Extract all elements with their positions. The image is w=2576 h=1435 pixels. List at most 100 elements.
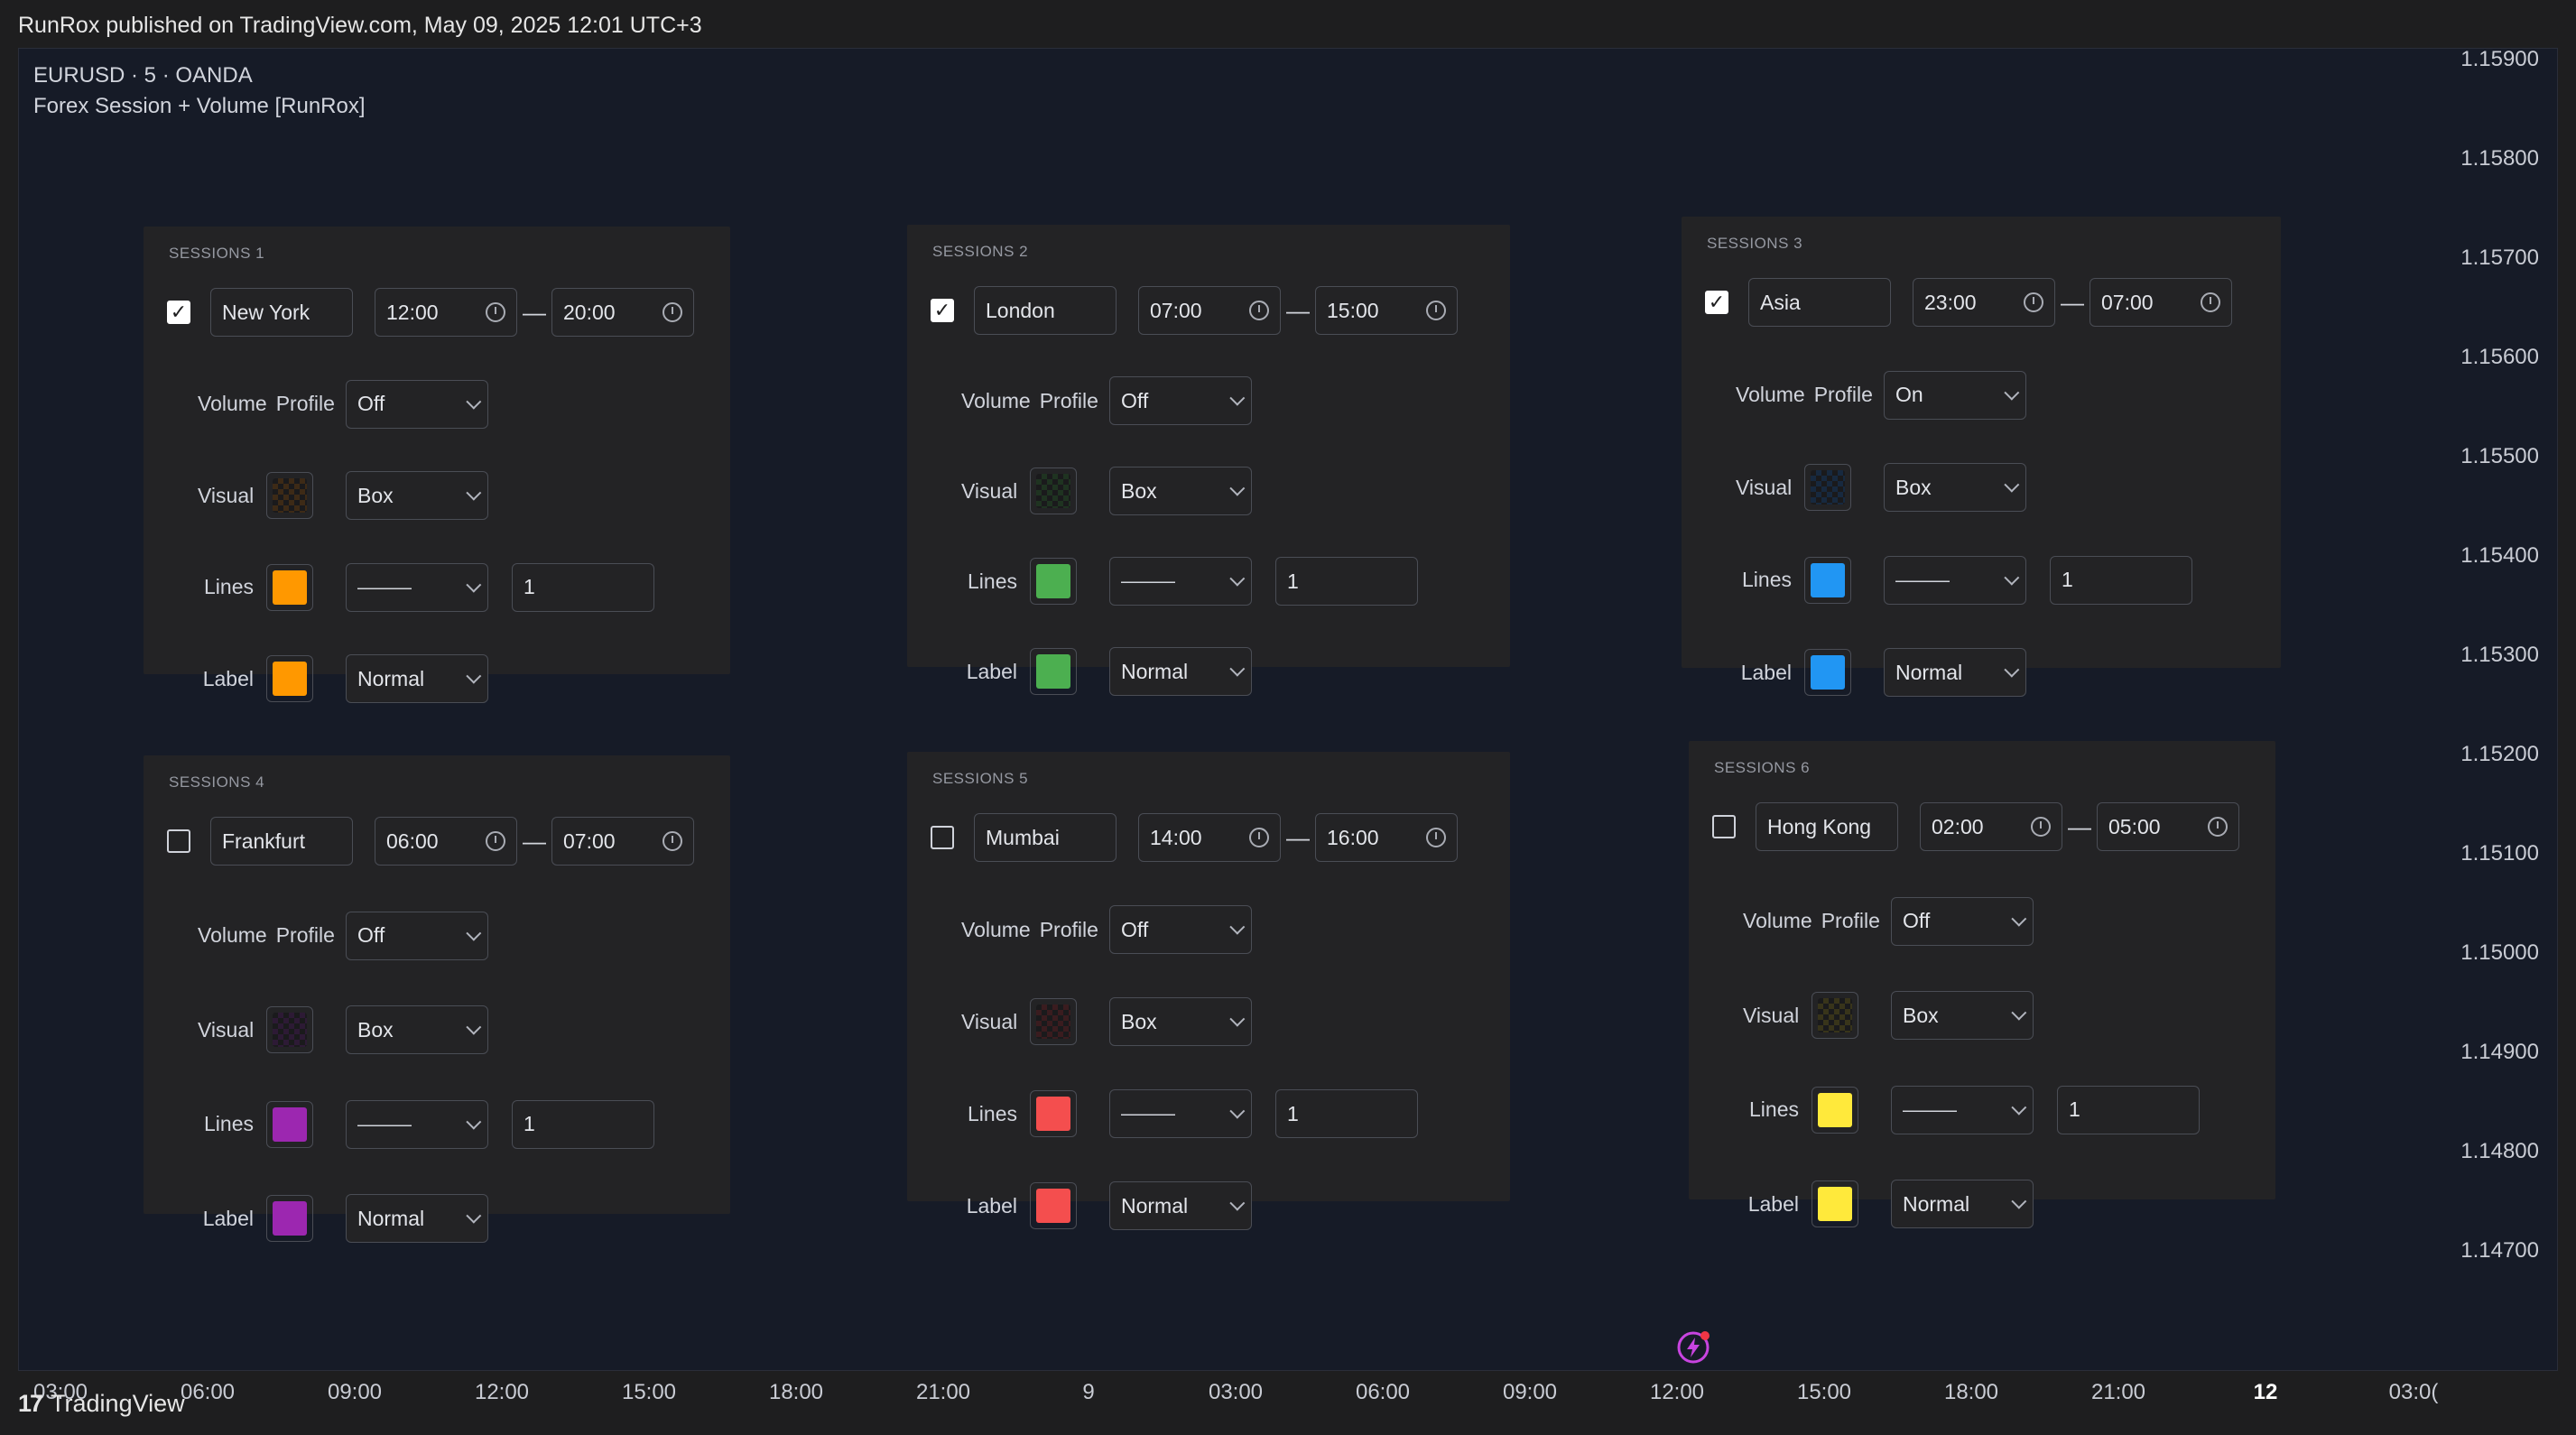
clock-icon[interactable] — [2201, 292, 2220, 312]
label-size-select[interactable]: Normal — [1884, 648, 2026, 697]
line-style-select[interactable]: ——— — [1891, 1085, 2034, 1134]
label-size-select[interactable]: Normal — [1109, 1181, 1252, 1230]
lightning-icon[interactable] — [1676, 1330, 1710, 1365]
line-width-input[interactable]: 1 — [1275, 1089, 1418, 1138]
session-name-input[interactable]: Mumbai — [974, 813, 1117, 862]
session-start-input[interactable]: 23:00 — [1913, 278, 2055, 327]
clock-icon[interactable] — [663, 831, 682, 851]
clock-icon[interactable] — [2208, 817, 2228, 837]
label-size-select[interactable]: Normal — [346, 1194, 488, 1243]
visual-row: Visual Box — [198, 1005, 512, 1054]
line-width-input[interactable]: 1 — [1275, 557, 1418, 606]
visual-select[interactable]: Box — [346, 1005, 488, 1054]
session-start-input[interactable]: 07:00 — [1138, 286, 1281, 335]
line-style-select[interactable]: ——— — [346, 562, 488, 612]
session-end-input[interactable]: 07:00 — [551, 817, 694, 866]
label-color-button[interactable] — [1030, 1182, 1077, 1229]
session-start-input[interactable]: 06:00 — [375, 817, 517, 866]
session-end-input[interactable]: 07:00 — [2090, 278, 2232, 327]
session-checkbox[interactable] — [1712, 815, 1736, 838]
session-start-input[interactable]: 02:00 — [1920, 802, 2062, 851]
clock-icon[interactable] — [486, 302, 505, 322]
label-color-button[interactable] — [266, 655, 313, 702]
visual-select[interactable]: Box — [1891, 991, 2034, 1040]
line-width-input[interactable]: 1 — [2050, 555, 2192, 605]
label-size-select[interactable]: Normal — [1891, 1180, 2034, 1228]
session-start-input[interactable]: 14:00 — [1138, 813, 1281, 862]
clock-icon[interactable] — [1249, 828, 1269, 847]
volume-profile-select[interactable]: Off — [1109, 905, 1252, 954]
session-name-input[interactable]: Hong Kong — [1756, 802, 1898, 851]
brand-name[interactable]: TradingView — [51, 1390, 185, 1417]
volume-profile-select[interactable]: On — [1884, 370, 2026, 420]
volume-profile-select[interactable]: Off — [1891, 896, 2034, 946]
label-color-button[interactable] — [1812, 1180, 1858, 1227]
session-checkbox[interactable] — [931, 826, 954, 849]
line-style-select[interactable]: ——— — [1109, 557, 1252, 606]
visual-select[interactable]: Box — [1884, 463, 2026, 512]
line-style-select[interactable]: ——— — [346, 1099, 488, 1149]
price-tick: 1.15300 — [2460, 643, 2539, 667]
session-name-input[interactable]: Asia — [1748, 278, 1891, 327]
label-color-button[interactable] — [266, 1195, 313, 1242]
visual-select[interactable]: Box — [346, 471, 488, 520]
session-row-main: Hong Kong 02:00 — 05:00 — [1712, 802, 2239, 851]
line-style-select[interactable]: ——— — [1109, 1089, 1252, 1138]
session-checkbox[interactable]: ✓ — [1705, 291, 1728, 314]
session-end-input[interactable]: 05:00 — [2097, 802, 2239, 851]
price-tick: 1.15400 — [2460, 543, 2539, 568]
session-name-input[interactable]: London — [974, 286, 1117, 335]
session-checkbox[interactable]: ✓ — [167, 301, 190, 324]
lines-color-button[interactable] — [1030, 558, 1077, 605]
chevron-down-icon — [2004, 477, 2020, 493]
lines-color-swatch — [273, 569, 307, 605]
chart-area[interactable]: EURUSD · 5 · OANDA Forex Session + Volum… — [18, 47, 2558, 1404]
volume-word: Volume — [198, 923, 267, 947]
clock-icon[interactable] — [486, 831, 505, 851]
session-name-input[interactable]: New York — [210, 288, 353, 337]
volume-profile-select[interactable]: Off — [346, 911, 488, 960]
visual-color-button[interactable] — [266, 1006, 313, 1053]
line-width-input[interactable]: 1 — [512, 1099, 654, 1149]
clock-icon[interactable] — [1249, 301, 1269, 320]
label-color-button[interactable] — [1804, 649, 1851, 696]
visual-select[interactable]: Box — [1109, 467, 1252, 515]
chevron-down-icon — [1229, 1011, 1246, 1027]
lines-color-button[interactable] — [1812, 1086, 1858, 1134]
clock-icon[interactable] — [663, 302, 682, 322]
label-row: Label Normal — [1743, 1180, 2057, 1228]
lines-color-button[interactable] — [1030, 1090, 1077, 1137]
session-end-input[interactable]: 20:00 — [551, 288, 694, 337]
visual-color-button[interactable] — [1030, 468, 1077, 514]
session-checkbox[interactable]: ✓ — [931, 299, 954, 322]
label-color-button[interactable] — [1030, 648, 1077, 695]
label-size-select[interactable]: Normal — [346, 654, 488, 703]
session-name-input[interactable]: Frankfurt — [210, 817, 353, 866]
visual-select[interactable]: Box — [1109, 997, 1252, 1046]
tradingview-logo-icon[interactable]: 17 — [18, 1390, 43, 1417]
line-style-select[interactable]: ——— — [1884, 555, 2026, 605]
label-size-select[interactable]: Normal — [1109, 647, 1252, 696]
visual-color-button[interactable] — [1804, 464, 1851, 511]
lines-color-button[interactable] — [266, 563, 313, 611]
clock-icon[interactable] — [2024, 292, 2043, 312]
visual-color-button[interactable] — [1030, 998, 1077, 1045]
line-width-input[interactable]: 1 — [512, 562, 654, 612]
lines-color-swatch — [273, 1106, 307, 1142]
lines-color-button[interactable] — [1804, 556, 1851, 604]
volume-profile-select[interactable]: Off — [1109, 376, 1252, 425]
visual-color-button[interactable] — [1812, 992, 1858, 1039]
clock-icon[interactable] — [1426, 301, 1446, 320]
session-end-input[interactable]: 16:00 — [1315, 813, 1458, 862]
volume-profile-select[interactable]: Off — [346, 379, 488, 429]
line-width-input[interactable]: 1 — [2057, 1085, 2200, 1134]
session-checkbox[interactable] — [167, 829, 190, 853]
visual-color-button[interactable] — [266, 472, 313, 519]
session-end-input[interactable]: 15:00 — [1315, 286, 1458, 335]
range-dash: — — [2061, 288, 2084, 316]
clock-icon[interactable] — [1426, 828, 1446, 847]
lines-color-button[interactable] — [266, 1100, 313, 1148]
clock-icon[interactable] — [2031, 817, 2051, 837]
session-start-input[interactable]: 12:00 — [375, 288, 517, 337]
profile-word: Profile — [1039, 388, 1098, 412]
